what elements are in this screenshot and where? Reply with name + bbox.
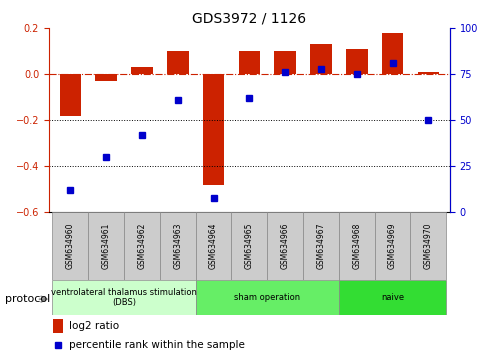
Text: GSM634966: GSM634966 (280, 223, 289, 269)
Text: GSM634960: GSM634960 (66, 223, 75, 269)
Bar (346, 49, 367, 74)
Text: log2 ratio: log2 ratio (69, 321, 119, 331)
Bar (338, 212, 374, 280)
Text: GSM634970: GSM634970 (423, 223, 432, 269)
Bar (267, 212, 303, 280)
Bar (195, 280, 338, 315)
Text: GSM634968: GSM634968 (351, 223, 361, 269)
Bar (52, 280, 195, 315)
Bar (417, 72, 438, 74)
Bar (374, 212, 409, 280)
Text: GSM634962: GSM634962 (137, 223, 146, 269)
Bar (95, 74, 117, 81)
Text: percentile rank within the sample: percentile rank within the sample (69, 341, 244, 350)
Bar (160, 212, 195, 280)
Text: GSM634965: GSM634965 (244, 223, 253, 269)
Bar (52, 212, 88, 280)
Text: GSM634961: GSM634961 (102, 223, 110, 269)
Bar (238, 51, 260, 74)
Bar (381, 33, 403, 74)
Text: sham operation: sham operation (234, 293, 300, 302)
Bar (195, 212, 231, 280)
Bar (274, 51, 295, 74)
Bar (309, 45, 331, 74)
Bar (167, 51, 188, 74)
Title: GDS3972 / 1126: GDS3972 / 1126 (192, 12, 306, 26)
Bar (53, 319, 63, 333)
Text: ventrolateral thalamus stimulation
(DBS): ventrolateral thalamus stimulation (DBS) (51, 288, 197, 307)
Bar (303, 212, 338, 280)
Bar (338, 280, 446, 315)
Text: protocol: protocol (5, 294, 50, 304)
Text: naive: naive (380, 293, 404, 302)
Bar (60, 74, 81, 116)
Bar (409, 212, 446, 280)
Text: GSM634969: GSM634969 (387, 223, 396, 269)
Bar (131, 67, 152, 74)
Bar (88, 212, 124, 280)
Text: GSM634967: GSM634967 (316, 223, 325, 269)
Bar (203, 74, 224, 185)
Bar (231, 212, 267, 280)
Text: GSM634963: GSM634963 (173, 223, 182, 269)
Text: GSM634964: GSM634964 (209, 223, 218, 269)
Bar (124, 212, 160, 280)
